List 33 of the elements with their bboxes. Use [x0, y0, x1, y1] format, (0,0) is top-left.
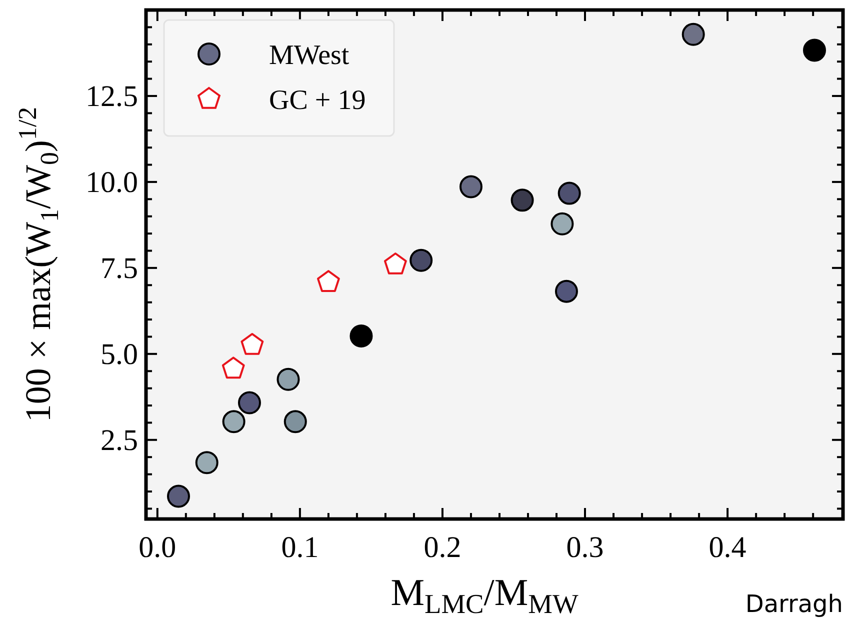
point [316, 270, 340, 292]
point [554, 280, 578, 303]
y-tick-label: 5.0 [100, 338, 138, 371]
point [240, 332, 264, 355]
point [550, 212, 574, 236]
point [802, 38, 826, 62]
x-tick-label: 0.0 [138, 531, 176, 564]
point [238, 391, 261, 414]
y-tick-label: 12.5 [86, 80, 138, 113]
point [350, 324, 373, 348]
point [459, 175, 482, 198]
point [284, 410, 307, 434]
text: Darragh [745, 590, 843, 618]
point [510, 188, 534, 212]
y-tick-label: 7.5 [100, 252, 138, 285]
point [682, 22, 705, 46]
point [222, 356, 245, 379]
point [410, 248, 433, 272]
x-tick-label: 0.1 [281, 531, 319, 564]
point [384, 252, 407, 274]
x-axis-title: M$_{LMC}$/M$_{MW}$ [390, 572, 578, 618]
point [558, 182, 581, 205]
point [222, 410, 246, 434]
x-tick-label: 0.3 [566, 531, 604, 564]
x-tick-label: 0.4 [708, 531, 746, 564]
x-tick-label: 0.2 [424, 531, 462, 564]
legend-label: MWest [269, 40, 350, 71]
legend-label: GC + 19 [269, 85, 366, 116]
y-tick-label: 2.5 [100, 424, 138, 457]
point [167, 484, 190, 508]
y-tick-label: 10.0 [86, 166, 138, 199]
point [195, 451, 218, 474]
point [276, 368, 300, 391]
